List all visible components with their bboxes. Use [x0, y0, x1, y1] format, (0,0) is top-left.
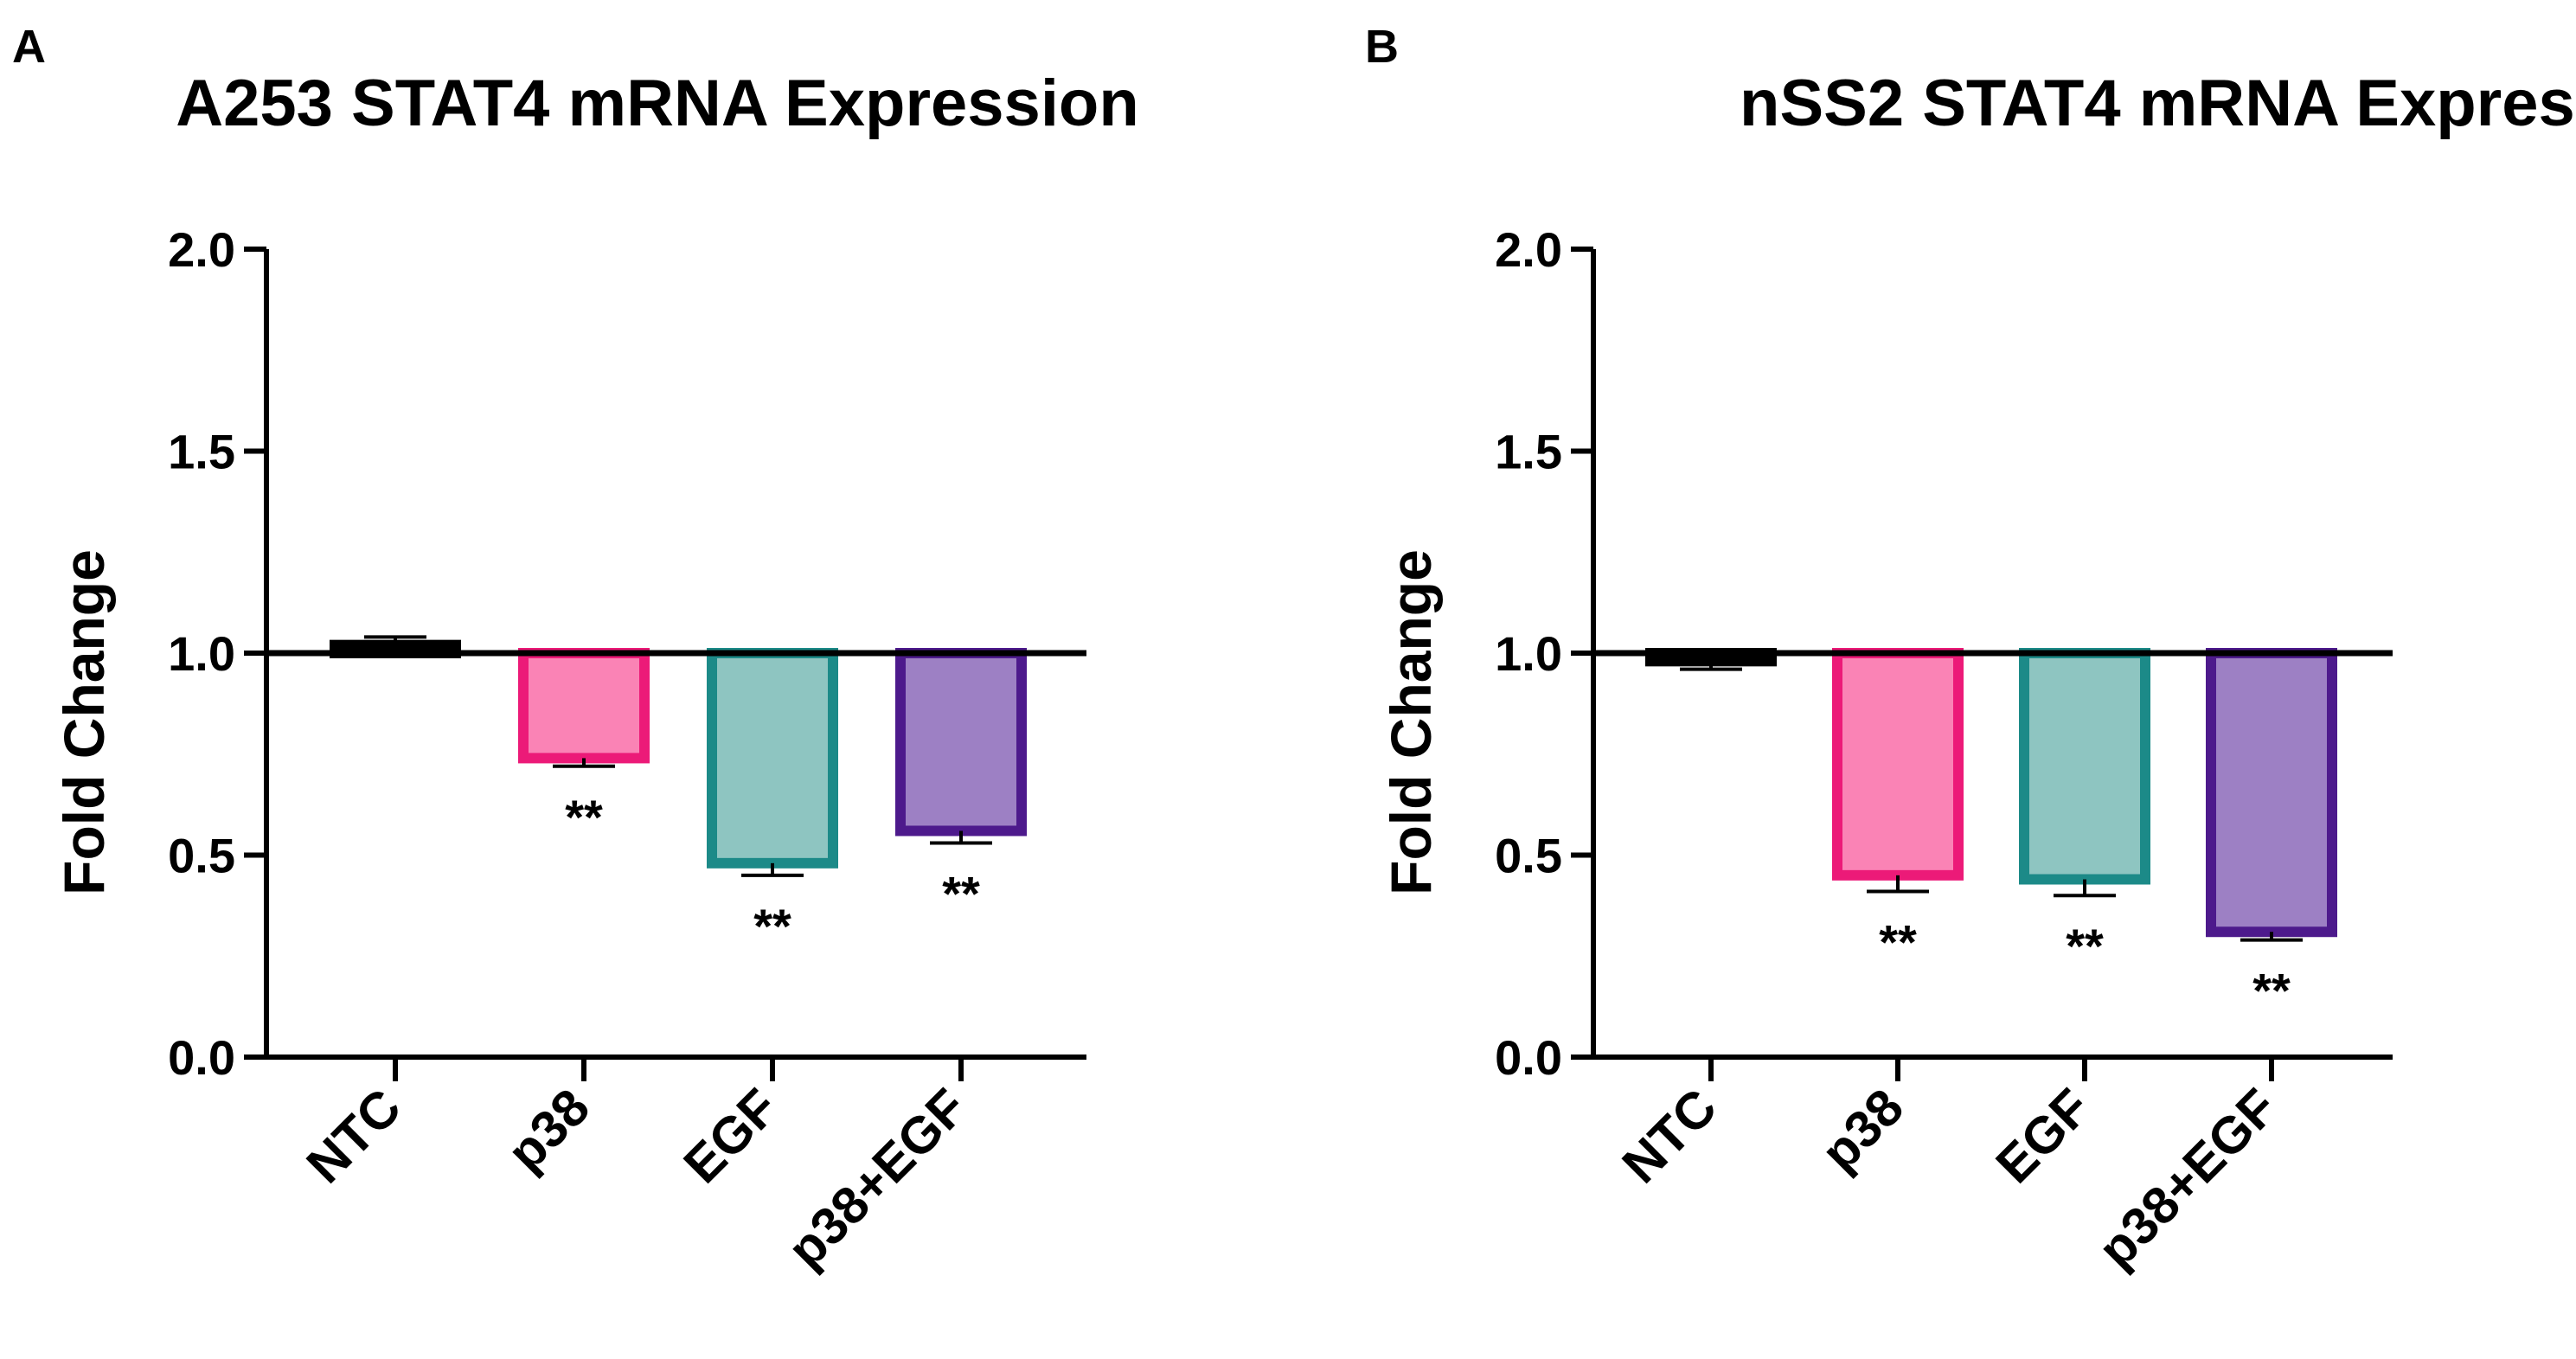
bar-p38 [518, 648, 650, 764]
y-tick-label: 1.0 [168, 626, 235, 681]
bar-p38-egf [895, 648, 1027, 837]
chart-title: nSS2 STAT4 mRNA Expression [1740, 67, 2576, 140]
significance-marker: ** [2066, 919, 2104, 973]
significance-marker: ** [942, 866, 980, 920]
x-tick-label: p38 [497, 1078, 600, 1182]
y-axis-label: Fold Change [52, 549, 116, 895]
y-tick-label: 1.5 [168, 425, 235, 479]
y-tick-label: 2.0 [168, 222, 235, 277]
x-tick-label: NTC [1612, 1078, 1728, 1195]
panel-letter: B [1365, 21, 1399, 73]
chart-title: A253 STAT4 mRNA Expression [176, 67, 1139, 140]
bar-p38 [1832, 648, 1964, 881]
x-tick-label: NTC [296, 1078, 413, 1195]
bar-egf [2019, 648, 2150, 885]
panel-letter: A [12, 21, 46, 73]
y-tick-label: 1.0 [1495, 626, 1562, 681]
x-tick-label: EGF [673, 1078, 790, 1195]
x-tick-label: EGF [1985, 1078, 2102, 1195]
x-tick-label: p38+EGF [2087, 1078, 2288, 1279]
y-axis-label: Fold Change [1379, 549, 1443, 895]
significance-marker: ** [565, 790, 603, 844]
x-tick-label: p38 [1810, 1078, 1914, 1182]
bar-egf [707, 648, 838, 869]
significance-marker: ** [753, 899, 791, 953]
y-tick-label: 1.5 [1495, 425, 1562, 479]
panel-a: A A253 STAT4 mRNA Expression Fold Change 0.… [12, 21, 1139, 1279]
y-tick-label: 0.5 [1495, 829, 1562, 883]
significance-marker: ** [2252, 964, 2291, 1018]
significance-marker: ** [1879, 915, 1917, 970]
y-tick-label: 2.0 [1495, 222, 1562, 277]
bar-p38-egf [2206, 648, 2337, 938]
x-tick-label: p38+EGF [777, 1078, 977, 1279]
y-tick-label: 0.5 [168, 829, 235, 883]
y-tick-label: 0.0 [1495, 1030, 1562, 1085]
y-tick-label: 0.0 [168, 1030, 235, 1085]
